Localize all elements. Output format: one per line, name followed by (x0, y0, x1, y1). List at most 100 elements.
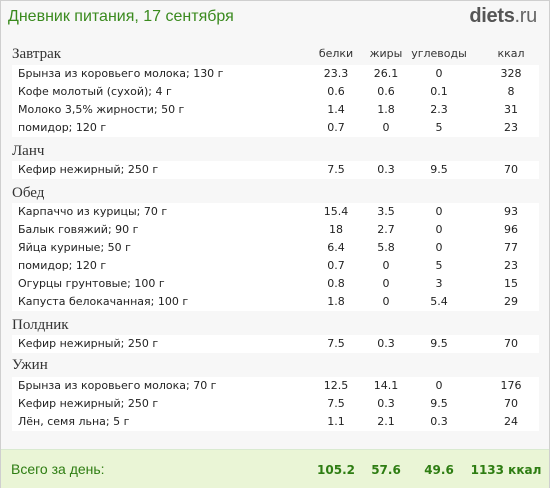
food-name: Яйца куриные; 50 г (18, 241, 131, 254)
food-name: Кофе молотый (сухой); 4 г (18, 85, 172, 98)
fat-value: 1.8 (377, 103, 395, 116)
protein-value: 0.7 (327, 121, 345, 134)
fat-value: 0.3 (377, 337, 395, 350)
diets-logo[interactable]: diets.ru (469, 5, 537, 28)
meal-title-dinner: Обед (12, 185, 45, 201)
table-row: Балык говяжий; 90 г 18 2.7 0 96 (12, 221, 539, 239)
table-row: Брынза из коровьего молока; 70 г 12.5 14… (12, 377, 539, 395)
table-row: Кефир нежирный; 250 г 7.5 0.3 9.5 70 (12, 395, 539, 413)
carbs-value: 9.5 (430, 337, 448, 350)
total-fat: 57.6 (371, 463, 401, 477)
table-row: помидор; 120 г 0.7 0 5 23 (12, 257, 539, 275)
table-row: Молоко 3,5% жирности; 50 г 1.4 1.8 2.3 3… (12, 101, 539, 119)
column-headers: белки жиры углеводы ккал (1, 47, 549, 63)
fat-value: 0 (382, 121, 390, 134)
food-name: помидор; 120 г (18, 121, 107, 134)
total-label: Всего за день: (11, 461, 105, 477)
protein-value: 0.7 (327, 259, 345, 272)
table-row: Капуста белокачанная; 100 г 1.8 0 5.4 29 (12, 293, 539, 311)
carbs-value: 0 (435, 67, 443, 80)
carbs-value: 5 (435, 259, 443, 272)
fat-value: 0 (382, 295, 390, 308)
protein-value: 1.1 (327, 415, 345, 428)
food-name: Лён, семя льна; 5 г (18, 415, 130, 428)
carbs-value: 9.5 (430, 163, 448, 176)
table-row: Кефир нежирный; 250 г 7.5 0.3 9.5 70 (12, 335, 539, 353)
protein-value: 12.5 (323, 379, 349, 392)
fat-value: 26.1 (373, 67, 399, 80)
kcal-value: 24 (504, 415, 518, 428)
column-carbs: углеводы (411, 47, 467, 60)
kcal-value: 23 (504, 259, 518, 272)
carbs-value: 0.3 (430, 415, 448, 428)
fat-value: 14.1 (373, 379, 399, 392)
table-row: Яйца куриные; 50 г 6.4 5.8 0 77 (12, 239, 539, 257)
protein-value: 1.8 (327, 295, 345, 308)
food-name: Брынза из коровьего молока; 70 г (18, 379, 217, 392)
total-carbs: 49.6 (424, 463, 454, 477)
table-row: Лён, семя льна; 5 г 1.1 2.1 0.3 24 (12, 413, 539, 431)
kcal-value: 29 (504, 295, 518, 308)
protein-value: 7.5 (327, 163, 345, 176)
fat-value: 3.5 (377, 205, 395, 218)
kcal-value: 93 (504, 205, 518, 218)
kcal-value: 328 (500, 67, 522, 80)
kcal-value: 176 (500, 379, 522, 392)
food-name: помидор; 120 г (18, 259, 107, 272)
fat-value: 0.3 (377, 163, 395, 176)
food-name: Брынза из коровьего молока; 130 г (18, 67, 224, 80)
kcal-value: 70 (504, 397, 518, 410)
protein-value: 1.4 (327, 103, 345, 116)
protein-value: 7.5 (327, 337, 345, 350)
protein-value: 6.4 (327, 241, 345, 254)
table-row: Карпаччо из курицы; 70 г 15.4 3.5 0 93 (12, 203, 539, 221)
logo-tld: .ru (514, 5, 538, 27)
table-row: помидор; 120 г 0.7 0 5 23 (12, 119, 539, 137)
kcal-value: 70 (504, 337, 518, 350)
carbs-value: 0 (435, 379, 443, 392)
kcal-value: 77 (504, 241, 518, 254)
meal-title-supper: Ужин (12, 357, 48, 373)
meal-title-breakfast: Завтрак (12, 46, 62, 62)
protein-value: 7.5 (327, 397, 345, 410)
fat-value: 2.1 (377, 415, 395, 428)
food-name: Кефир нежирный; 250 г (18, 337, 159, 350)
kcal-value: 23 (504, 121, 518, 134)
carbs-value: 9.5 (430, 397, 448, 410)
fat-value: 5.8 (377, 241, 395, 254)
column-kcal: ккал (497, 47, 525, 60)
carbs-value: 0 (435, 241, 443, 254)
kcal-value: 96 (504, 223, 518, 236)
food-name: Кефир нежирный; 250 г (18, 163, 159, 176)
logo-main: diets (469, 5, 515, 27)
carbs-value: 2.3 (430, 103, 448, 116)
protein-value: 15.4 (323, 205, 349, 218)
protein-value: 23.3 (323, 67, 349, 80)
carbs-value: 0 (435, 205, 443, 218)
kcal-value: 8 (507, 85, 515, 98)
protein-value: 0.6 (327, 85, 345, 98)
carbs-value: 5.4 (430, 295, 448, 308)
table-row: Огурцы грунтовые; 100 г 0.8 0 3 15 (12, 275, 539, 293)
food-name: Капуста белокачанная; 100 г (18, 295, 189, 308)
table-row: Кофе молотый (сухой); 4 г 0.6 0.6 0.1 8 (12, 83, 539, 101)
meal-title-afternoon-snack: Полдник (12, 317, 69, 333)
daily-total-bar: Всего за день: 105.2 57.6 49.6 1133 ккал (1, 449, 549, 488)
fat-value: 0.6 (377, 85, 395, 98)
carbs-value: 0.1 (430, 85, 448, 98)
fat-value: 0 (382, 277, 390, 290)
protein-value: 0.8 (327, 277, 345, 290)
carbs-value: 3 (435, 277, 443, 290)
total-protein: 105.2 (317, 463, 355, 477)
carbs-value: 0 (435, 223, 443, 236)
fat-value: 2.7 (377, 223, 395, 236)
food-name: Огурцы грунтовые; 100 г (18, 277, 165, 290)
food-name: Балык говяжий; 90 г (18, 223, 139, 236)
carbs-value: 5 (435, 121, 443, 134)
protein-value: 18 (329, 223, 343, 236)
table-row: Кефир нежирный; 250 г 7.5 0.3 9.5 70 (12, 161, 539, 179)
table-row: Брынза из коровьего молока; 130 г 23.3 2… (12, 65, 539, 83)
header: Дневник питания, 17 сентября diets.ru (1, 1, 549, 37)
kcal-value: 70 (504, 163, 518, 176)
